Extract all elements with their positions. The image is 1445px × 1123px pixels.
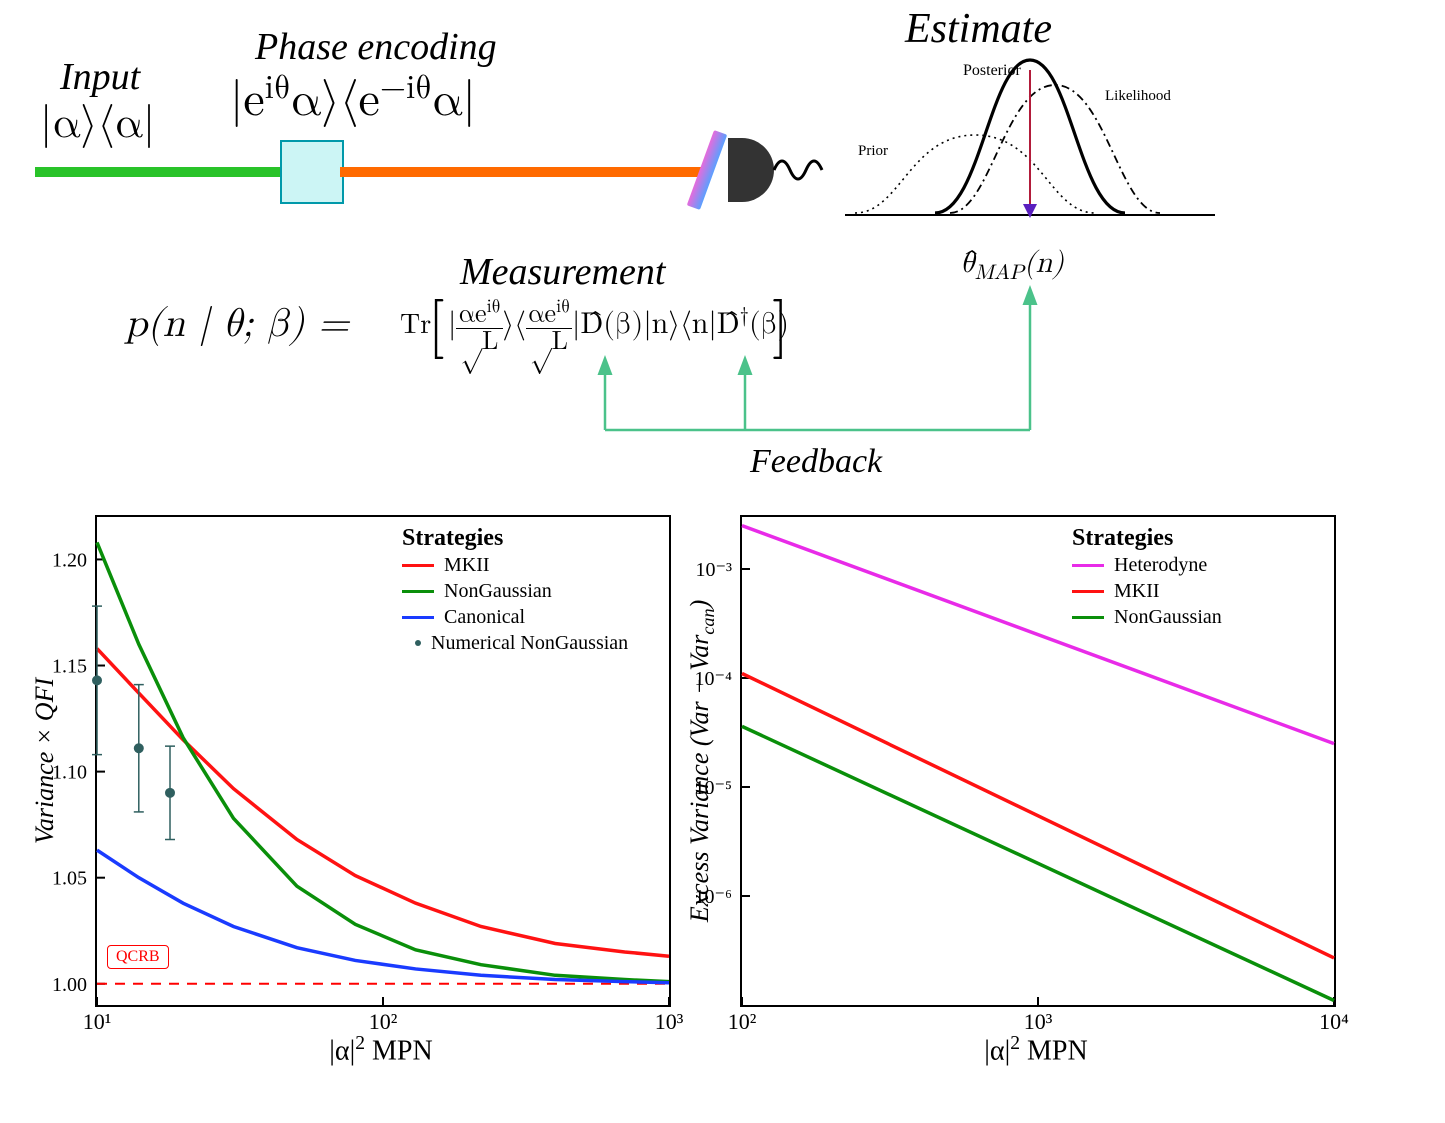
encoded-beam <box>340 167 705 177</box>
svg-text:1.20: 1.20 <box>52 549 87 571</box>
right-legend-title: Strategies <box>1072 525 1342 552</box>
svg-text:10⁴: 10⁴ <box>1319 1009 1349 1034</box>
right-chart-legend: Strategies Heterodyne MKII NonGaussian <box>1072 525 1342 630</box>
legend-item: NonGaussian <box>402 578 702 604</box>
svg-text:1.05: 1.05 <box>52 868 87 890</box>
legend-label: MKII <box>444 554 490 577</box>
svg-text:10⁻⁴: 10⁻⁴ <box>694 668 732 690</box>
legend-line-icon <box>1072 564 1104 567</box>
charts-row: Variance × QFI Excess Variance (Var − Va… <box>0 495 1445 1115</box>
legend-label: Numerical NonGaussian <box>431 632 628 655</box>
phase-encoding-label: Phase encoding <box>255 25 497 69</box>
left-legend-title: Strategies <box>402 525 702 552</box>
posterior-sketch: Posterior Likelihood Prior <box>840 40 1220 240</box>
likelihood-text: Likelihood <box>1105 88 1171 104</box>
legend-label: Canonical <box>444 606 525 629</box>
eqn-body: |αeiθ√L⟩⟨αeiθ√L|D̂(β)|n⟩⟨n|D̂†(β) <box>448 298 789 355</box>
legend-item: NonGaussian <box>1072 604 1342 630</box>
legend-item: Numerical NonGaussian <box>402 630 702 656</box>
legend-line-icon <box>1072 616 1104 619</box>
legend-label: NonGaussian <box>444 580 552 603</box>
legend-item: MKII <box>402 552 702 578</box>
svg-text:10²: 10² <box>369 1009 398 1034</box>
phase-crystal <box>280 140 344 204</box>
theta-map-label: θ̂MAP(n) <box>960 245 1064 286</box>
legend-item: Canonical <box>402 604 702 630</box>
legend-line-icon <box>402 564 434 567</box>
prior-text: Prior <box>858 143 888 159</box>
legend-line-icon <box>402 616 434 619</box>
input-beam <box>35 167 280 177</box>
measurement-label: Measurement <box>460 250 665 294</box>
prior-curve <box>855 135 1095 213</box>
feedback-arrows <box>0 0 1445 520</box>
input-label: Input <box>60 55 140 99</box>
svg-text:10¹: 10¹ <box>83 1009 112 1034</box>
svg-text:1.10: 1.10 <box>52 762 87 784</box>
posterior-text: Posterior <box>963 62 1021 79</box>
input-state: |α⟩⟨α| <box>40 98 155 151</box>
qcrb-label: QCRB <box>107 945 169 969</box>
legend-item: Heterodyne <box>1072 552 1342 578</box>
phase-encoding-state: |eiθα⟩⟨e−iθα| <box>230 68 476 130</box>
eqn-bracket-close-icon: ] <box>772 290 789 362</box>
legend-item: MKII <box>1072 578 1342 604</box>
legend-label: Heterodyne <box>1114 554 1207 577</box>
legend-line-icon <box>402 590 434 593</box>
left-chart: 10¹10²10³1.001.051.101.151.20 Strategies… <box>95 515 671 1007</box>
svg-text:1.15: 1.15 <box>52 656 87 678</box>
right-chart-xlabel: |α|2 MPN <box>740 1033 1332 1067</box>
legend-line-icon <box>1072 590 1104 593</box>
eqn-trace: Tr <box>400 308 431 342</box>
svg-text:10⁻³: 10⁻³ <box>695 559 732 581</box>
legend-marker-icon <box>415 640 421 646</box>
svg-text:10²: 10² <box>728 1009 757 1034</box>
detector-signal-icon <box>772 150 832 190</box>
legend-label: MKII <box>1114 580 1160 603</box>
figure-page: Input |α⟩⟨α| Phase encoding |eiθα⟩⟨e−iθα… <box>0 0 1445 1123</box>
legend-label: NonGaussian <box>1114 606 1222 629</box>
left-chart-xlabel: |α|2 MPN <box>95 1033 667 1067</box>
left-chart-legend: Strategies MKII NonGaussian Canonical Numer… <box>402 525 702 656</box>
eqn-bracket-open-icon: [ <box>428 290 445 362</box>
feedback-label: Feedback <box>750 443 882 481</box>
right-chart: 10²10³10⁴10⁻⁶10⁻⁵10⁻⁴10⁻³ Strategies Het… <box>740 515 1336 1007</box>
svg-text:1.00: 1.00 <box>52 974 87 996</box>
photon-detector <box>740 138 774 202</box>
svg-text:10⁻⁵: 10⁻⁵ <box>694 777 732 799</box>
eqn-lhs: p(n | θ; β) = <box>125 300 349 348</box>
svg-text:10³: 10³ <box>1024 1009 1053 1034</box>
svg-text:10³: 10³ <box>655 1009 684 1034</box>
svg-text:10⁻⁶: 10⁻⁶ <box>694 886 732 908</box>
